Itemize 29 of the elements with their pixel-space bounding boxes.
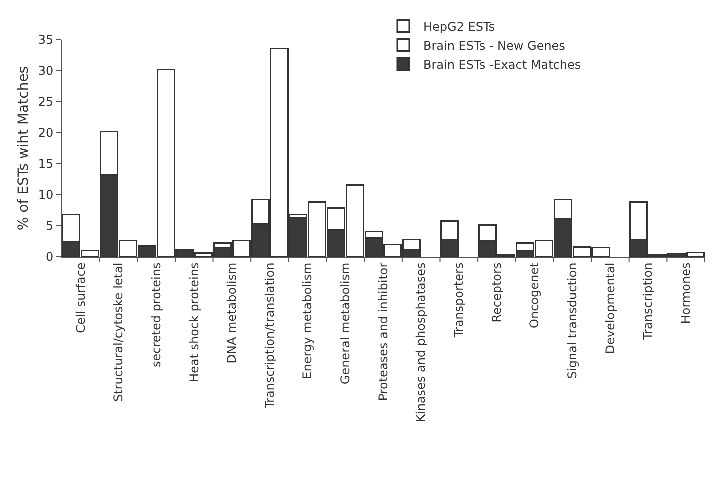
x-tick-label: Energy metabolism bbox=[300, 262, 315, 380]
x-tick-label: Signal transduction bbox=[566, 262, 580, 380]
legend-label: HepG2 ESTs bbox=[424, 20, 496, 34]
x-tick-label: Kinases and phosphatases bbox=[414, 262, 428, 422]
x-tick-label: Proteases and inhibitor bbox=[376, 262, 390, 402]
y-tick-label: 25 bbox=[38, 95, 54, 110]
y-tick-label: 0 bbox=[46, 250, 54, 264]
legend-label: Brain ESTs -Exact Matches bbox=[424, 58, 582, 72]
y-tick-label: 35 bbox=[38, 33, 54, 48]
x-tick-label: Transcription bbox=[641, 262, 656, 341]
x-tick-label: Cell surface bbox=[74, 262, 88, 334]
x-tick-label: secreted proteins bbox=[149, 262, 164, 368]
x-tick-label: Transporters bbox=[452, 262, 466, 339]
y-tick-label: 15 bbox=[38, 157, 54, 172]
legend-label: Brain ESTs - New Genes bbox=[424, 38, 566, 53]
x-tick-label: Developmental bbox=[603, 262, 618, 354]
x-tick-label: Hormones bbox=[678, 262, 693, 324]
x-tick-label: General metabolism bbox=[338, 262, 353, 385]
y-axis-title: % of ESTs wiht Matches bbox=[16, 66, 32, 231]
x-tick-label: DNA metabolism bbox=[225, 262, 240, 364]
x-tick-label: Oncogenet bbox=[528, 262, 542, 328]
x-tick-label: Receptors bbox=[490, 262, 504, 323]
y-tick-label: 10 bbox=[38, 188, 54, 202]
y-tick-label: 30 bbox=[38, 64, 54, 78]
y-tick-label: 20 bbox=[38, 126, 54, 140]
y-tick-label: 5 bbox=[46, 219, 54, 234]
x-tick-label: Transcription/translation bbox=[262, 262, 277, 410]
x-tick-label: Heat shock proteins bbox=[187, 262, 202, 383]
x-tick-label: Structural/cytoske letal bbox=[112, 262, 126, 402]
